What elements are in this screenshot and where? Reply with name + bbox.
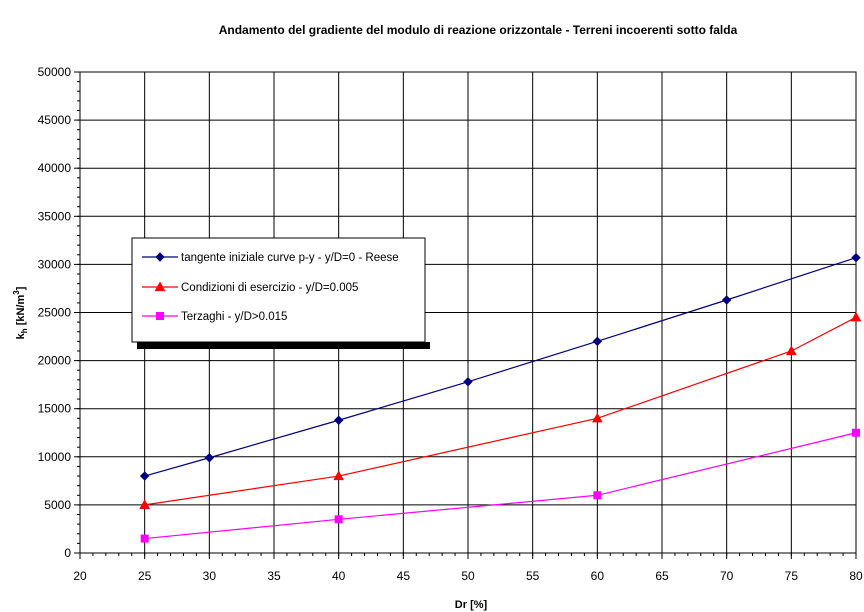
y-tick-label: 20000 (38, 354, 72, 368)
series-line (144, 432, 857, 540)
legend-swatch-marker (156, 312, 164, 320)
data-point (721, 295, 732, 305)
data-point (463, 377, 473, 387)
data-point (785, 345, 797, 356)
x-tick-label: 65 (655, 569, 669, 583)
legend-shadow-bottom (137, 342, 430, 349)
legend-items: tangente iniziale curve p-y - y/D=0 - Re… (142, 252, 399, 323)
y-tick-label: 50000 (38, 65, 72, 79)
data-point (333, 470, 345, 481)
data-point (204, 453, 215, 463)
legend-label: tangente iniziale curve p-y - y/D=0 - Re… (181, 252, 399, 264)
series-2 (139, 311, 862, 509)
y-tick-label: 0 (64, 546, 71, 560)
data-point (139, 471, 150, 481)
y-tick-label: 40000 (38, 161, 72, 175)
legend-swatch-marker (154, 281, 166, 292)
data-point (593, 491, 602, 500)
x-tick-label: 35 (267, 569, 281, 583)
x-tick-label: 80 (849, 569, 863, 583)
y-axis-title-unit-close: ] (15, 286, 27, 290)
legend: tangente iniziale curve p-y - y/D=0 - Re… (131, 237, 430, 349)
y-tick-label: 10000 (38, 450, 72, 464)
legend-item: Terzaghi - y/D>0.015 (142, 311, 287, 323)
data-point (140, 534, 149, 543)
data-point (333, 415, 344, 425)
data-point (851, 252, 861, 263)
data-point (139, 499, 151, 509)
x-tick-label: 30 (203, 569, 217, 583)
y-axis-title-sup: 3 (12, 290, 21, 295)
y-tick-label: 35000 (38, 209, 72, 223)
x-tick-label: 40 (332, 569, 346, 583)
y-tick-label: 45000 (38, 113, 72, 127)
legend-item: Condizioni di esercizio - y/D=0.005 (142, 281, 358, 294)
y-axis-title-unit: [kN/m (15, 295, 27, 329)
data-point (852, 428, 860, 437)
y-axis-title-main: k (15, 332, 27, 339)
legend-item: tangente iniziale curve p-y - y/D=0 - Re… (142, 252, 399, 264)
y-axis-title: kh [kN/m3] (12, 286, 29, 339)
series-3 (140, 428, 860, 543)
data-point (592, 336, 603, 347)
tick-labels: 20 25 30 35 40 45 50 55 60 65 70 75 80 0 5000 10000 1500… (38, 65, 863, 583)
x-tick-label: 20 (73, 569, 87, 583)
y-tick-label: 25000 (38, 306, 72, 320)
x-tick-label: 60 (591, 569, 605, 583)
x-tick-label: 45 (397, 569, 411, 583)
x-tick-label: 25 (138, 569, 152, 583)
legend-label: Condizioni di esercizio - y/D=0.005 (181, 282, 358, 294)
data-point (334, 515, 343, 524)
legend-swatch-marker (155, 252, 165, 262)
data-point (591, 412, 603, 423)
x-tick-label: 75 (785, 569, 799, 583)
legend-box (131, 237, 426, 343)
x-axis-title: Dr [%] (455, 599, 488, 611)
legend-label: Terzaghi - y/D>0.015 (181, 311, 287, 323)
y-axis-title-sub: h (20, 328, 29, 333)
series-layer (139, 252, 862, 543)
y-tick-label: 15000 (38, 402, 72, 416)
x-tick-label: 70 (720, 569, 734, 583)
y-tick-label: 30000 (38, 257, 72, 271)
data-point (850, 311, 862, 322)
x-tick-label: 55 (526, 569, 540, 583)
x-tick-label: 50 (461, 569, 475, 583)
series-1 (139, 252, 861, 481)
y-tick-label: 5000 (44, 498, 71, 512)
chart-title: Andamento del gradiente del modulo di re… (219, 23, 738, 37)
